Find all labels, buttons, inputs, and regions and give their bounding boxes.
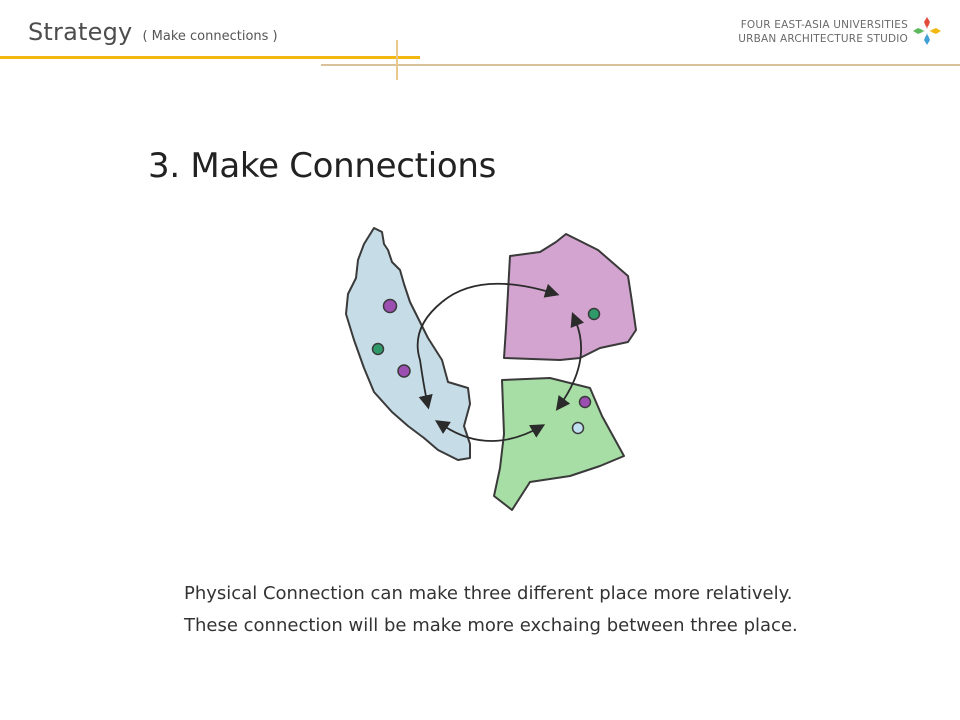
blue-region [345,227,471,461]
arrow-blue-green [434,420,546,442]
slide-subtitle: ( Make connections ) [142,29,278,44]
caption-line-1: Physical Connection can make three diffe… [184,583,793,604]
title-group: Strategy ( Make connections ) [28,18,278,46]
arrow-blue-to-pink [441,282,560,303]
purple-dot [578,395,592,409]
arrow-blue-loop [416,301,443,410]
caption: Physical Connection can make three diffe… [184,578,798,642]
four-petal-logo-icon [913,17,941,45]
studio-line-2: URBAN ARCHITECTURE STUDIO [738,33,908,45]
green-region [493,377,625,511]
light-blue-dot [571,421,585,435]
studio-line-1: FOUR EAST-ASIA UNIVERSITIES [740,19,908,31]
purple-dot [397,364,411,378]
slide-header: Strategy ( Make connections ) FOUR EAST-… [0,0,960,90]
tan-divider [321,64,960,66]
caption-line-2: These connection will be make more excha… [184,615,798,636]
slide-title: Strategy [28,18,133,46]
purple-dot [382,298,398,314]
section-heading: 3. Make Connections [148,146,497,186]
arrow-pink-green [555,311,585,411]
gold-divider [0,56,420,59]
pink-region [503,233,637,361]
studio-name: FOUR EAST-ASIA UNIVERSITIES URBAN ARCHIT… [738,18,908,46]
vertical-divider [396,40,398,80]
green-dot [371,342,385,356]
green-dot [587,307,601,321]
connections-diagram [345,227,637,511]
